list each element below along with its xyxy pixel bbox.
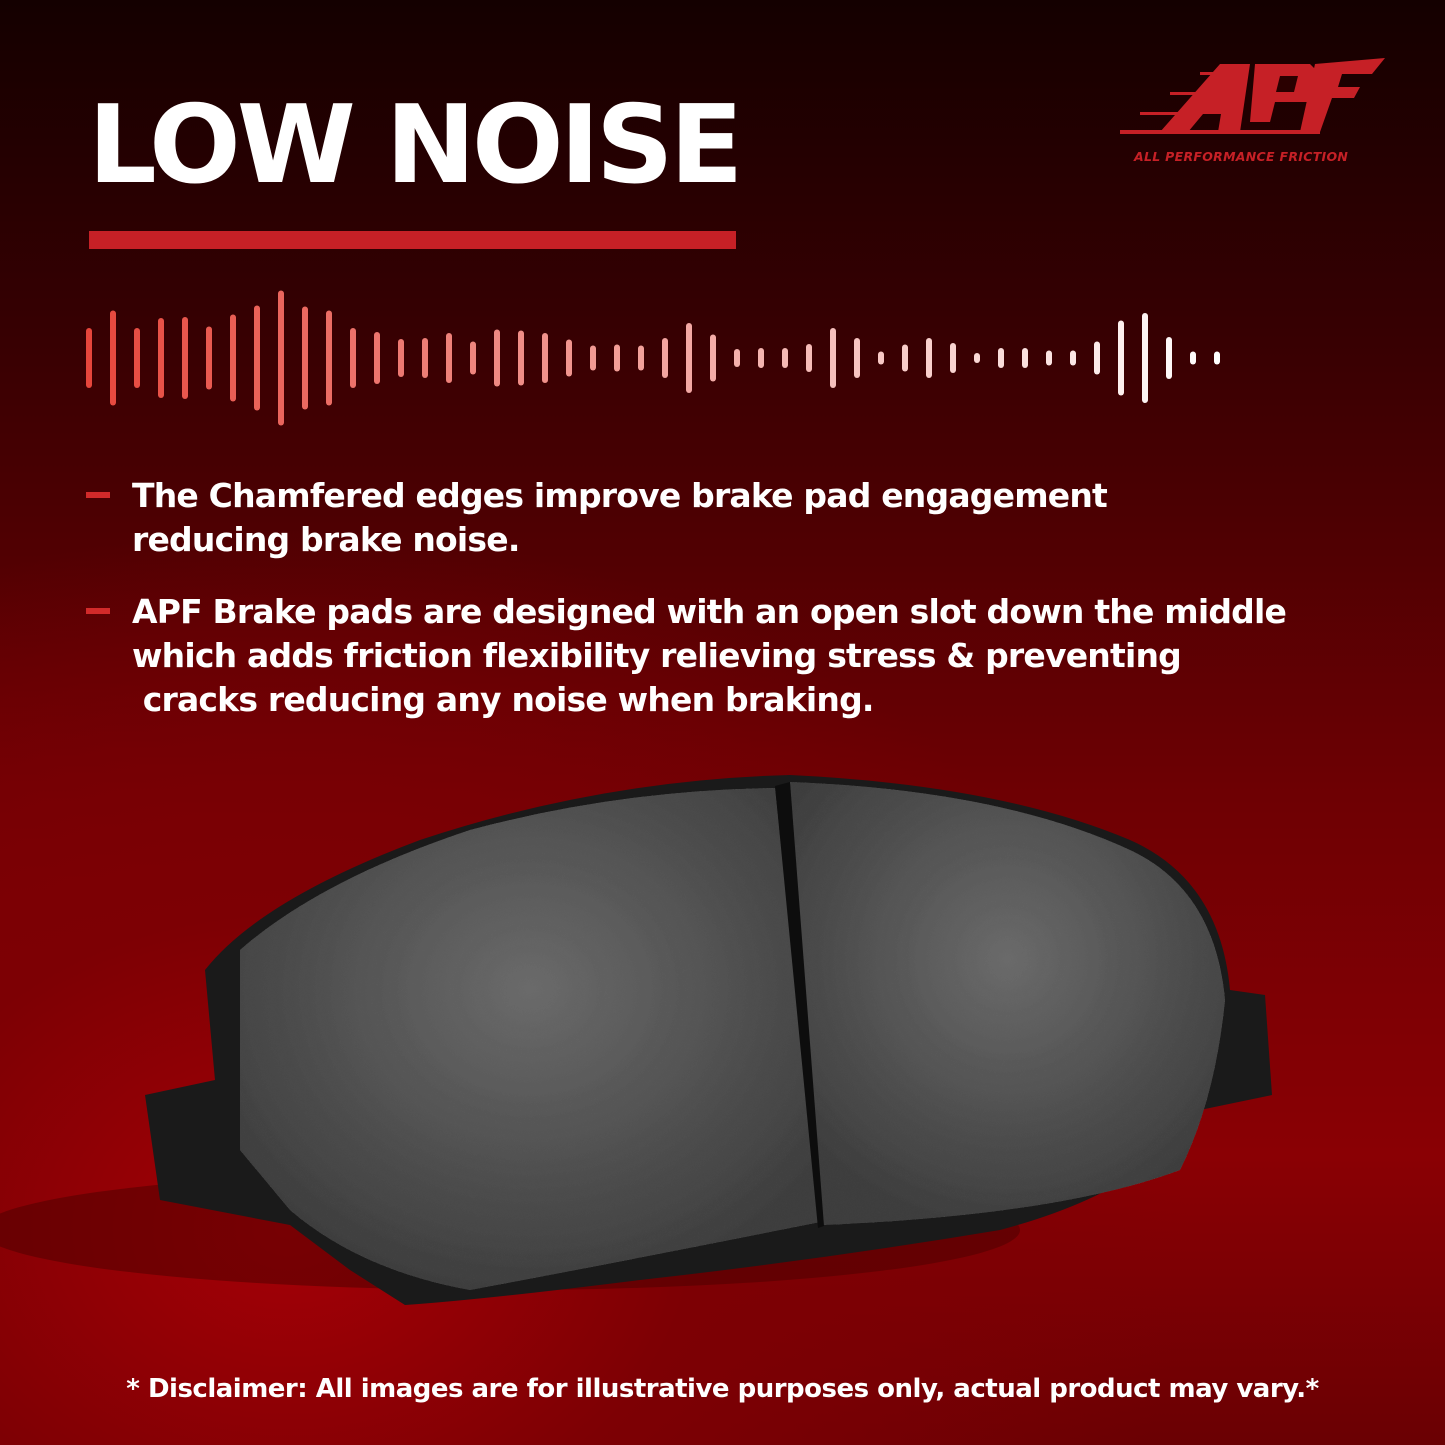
wave-bar [854, 338, 860, 378]
wave-bar [1166, 337, 1172, 379]
wave-bar [1070, 350, 1076, 366]
wave-bar [734, 349, 740, 367]
wave-bar [470, 341, 476, 375]
wave-bar [878, 351, 884, 365]
wave-bar [998, 348, 1004, 368]
wave-bar [1190, 351, 1196, 365]
bullet-text: The Chamfered edges improve brake pad en… [132, 476, 1108, 559]
wave-bar [566, 339, 572, 377]
wave-bar [302, 306, 308, 410]
apf-logo-mark [1120, 58, 1385, 134]
wave-bar [518, 330, 524, 386]
title-underline [89, 231, 736, 249]
bullet-text: APF Brake pads are designed with an open… [132, 592, 1287, 719]
wave-bar [1046, 350, 1052, 366]
wave-bar [278, 290, 284, 426]
wave-bar [902, 344, 908, 372]
wave-bar [494, 329, 500, 387]
wave-bar [206, 326, 212, 390]
wave-bar [662, 338, 668, 378]
wave-bar [830, 328, 836, 388]
wave-bar [374, 332, 380, 384]
wave-bar [542, 333, 548, 383]
wave-bar [638, 345, 644, 371]
disclaimer-text: * Disclaimer: All images are for illustr… [126, 1374, 1319, 1404]
bullet-dash-icon [86, 492, 110, 498]
bullet-dash-icon [86, 608, 110, 614]
wave-bar [614, 344, 620, 372]
sound-wave-icon [86, 290, 1220, 426]
wave-bar [1142, 313, 1148, 403]
wave-bar [350, 328, 356, 388]
wave-bar [806, 344, 812, 372]
wave-bar [758, 348, 764, 368]
wave-bar [398, 339, 404, 377]
wave-bar [1022, 348, 1028, 368]
wave-bar [326, 310, 332, 406]
wave-bar [110, 310, 116, 406]
wave-bar [254, 305, 260, 411]
wave-bar [950, 343, 956, 373]
bullet-item: APF Brake pads are designed with an open… [86, 590, 1376, 722]
wave-bar [158, 318, 164, 398]
logo-tagline: ALL PERFORMANCE FRICTION [1134, 149, 1349, 164]
wave-bar [926, 338, 932, 378]
page-title: LOW NOISE [88, 83, 743, 208]
wave-bar [782, 348, 788, 368]
wave-bar [590, 345, 596, 371]
wave-bar [182, 317, 188, 399]
wave-bar [1214, 351, 1220, 365]
wave-bar [686, 323, 692, 393]
wave-bar [974, 353, 980, 363]
wave-bar [86, 328, 92, 388]
wave-bar [422, 338, 428, 378]
wave-bar [446, 333, 452, 383]
wave-bar [230, 314, 236, 402]
wave-bar [134, 328, 140, 388]
wave-bar [710, 334, 716, 382]
brake-pad-image [0, 775, 1272, 1305]
wave-bar [1094, 341, 1100, 375]
wave-bar [1118, 320, 1124, 396]
bullet-item: The Chamfered edges improve brake pad en… [86, 474, 1376, 562]
